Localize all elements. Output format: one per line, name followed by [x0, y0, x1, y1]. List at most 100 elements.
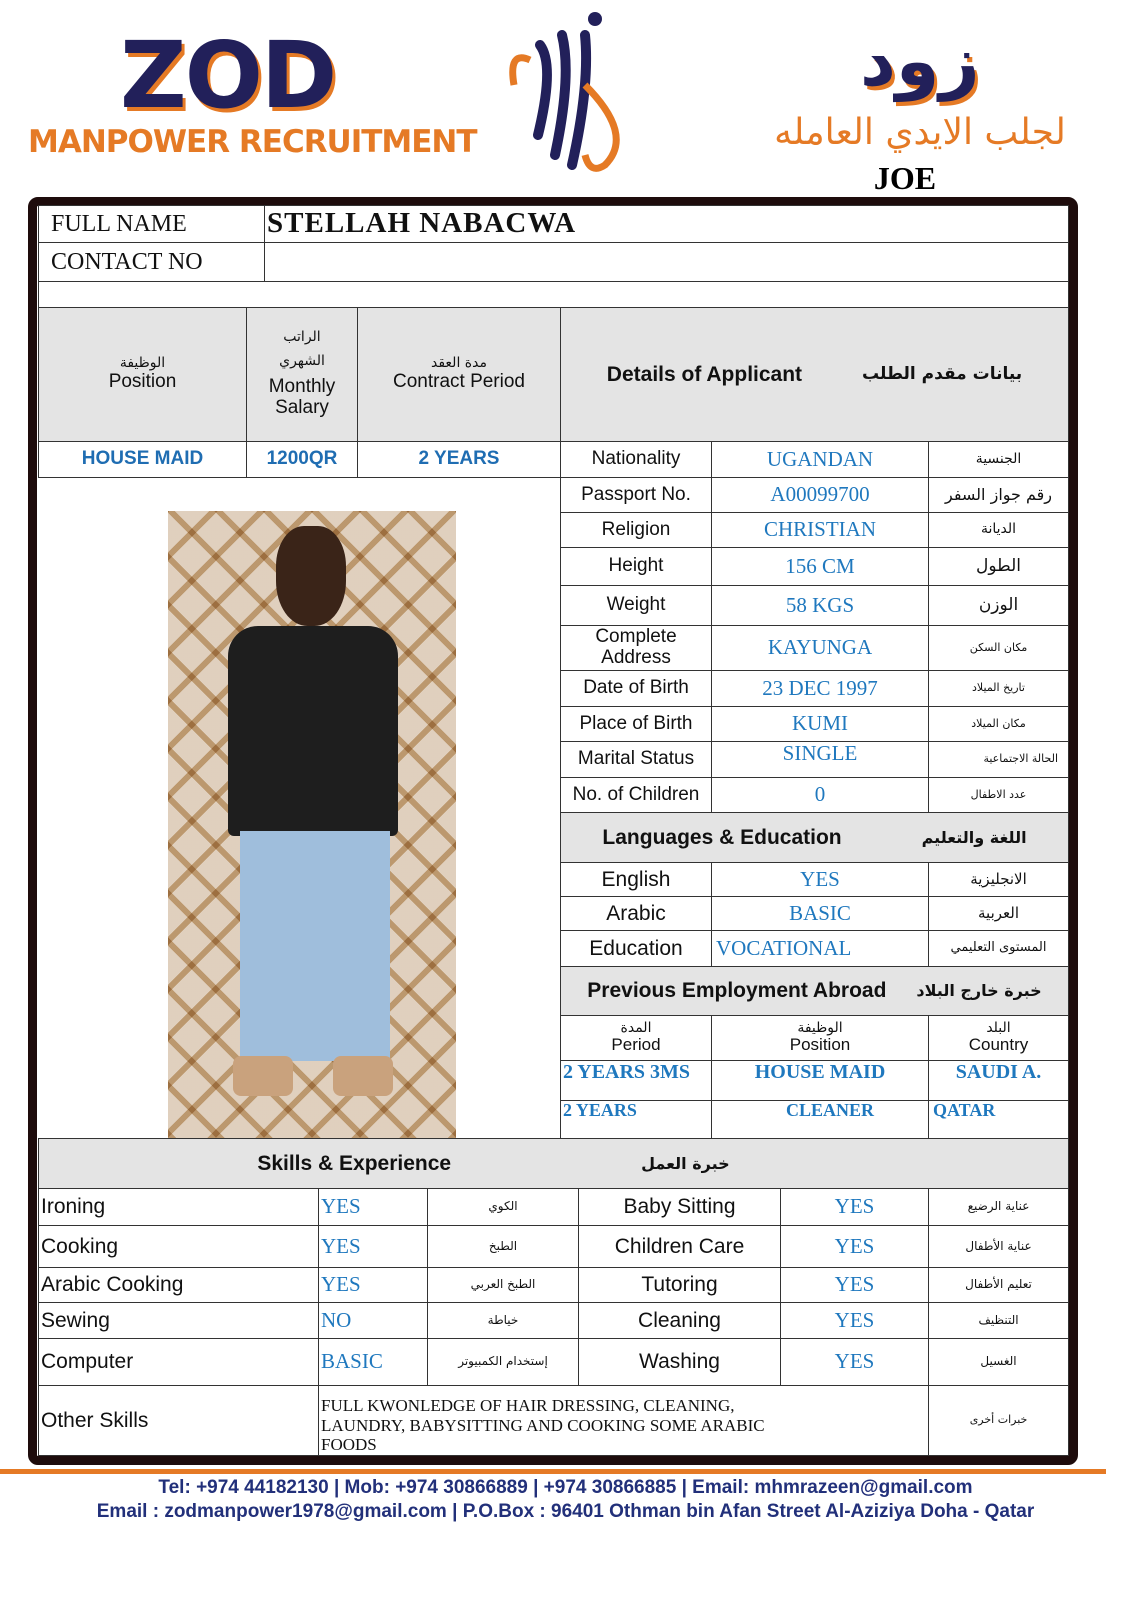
col-en: Period	[611, 1035, 661, 1055]
skill-label: Cooking	[38, 1225, 319, 1268]
skills-title: Skills & Experience	[257, 1151, 452, 1175]
employment-col-country: البلد Country	[928, 1015, 1069, 1061]
skill-label-ar: إستخدام الكمبيوتر	[427, 1338, 579, 1386]
skill-value: YES	[780, 1302, 929, 1339]
detail-value: CHRISTIAN	[711, 512, 929, 548]
detail-label-ar: مكان الميلاد	[928, 706, 1069, 742]
footer-address-line: Email : zodmanpower1978@gmail.com | P.O.…	[96, 1501, 1035, 1522]
skill-value: YES	[780, 1267, 929, 1303]
skill-label: Tutoring	[578, 1267, 781, 1303]
contact-value	[264, 242, 1069, 282]
skill-label-ar: التنظيف	[928, 1302, 1069, 1339]
skill-label: Baby Sitting	[578, 1188, 781, 1226]
language-value: YES	[711, 862, 929, 897]
logo-emblem-icon	[509, 12, 620, 172]
detail-value: A00099700	[711, 477, 929, 513]
employment-country: SAUDI A.	[928, 1060, 1069, 1101]
employment-country: QATAR	[928, 1100, 1069, 1139]
languages-header: Languages & Education اللغة والتعليم	[560, 812, 1069, 863]
language-label-ar: الانجليزية	[928, 862, 1069, 897]
employment-header: Previous Employment Abroad خبرة خارج الب…	[560, 966, 1069, 1016]
contract-header-en: Contract Period	[392, 370, 525, 392]
detail-label-ar: الجنسية	[928, 441, 1069, 478]
detail-label-ar: الديانة	[928, 512, 1069, 548]
skill-value: YES	[780, 1188, 929, 1226]
language-label: Education	[560, 930, 712, 967]
language-label: English	[560, 862, 712, 897]
contract-header-ar: مدة العقد	[431, 355, 487, 372]
skill-label-ar: تعليم الأطفال	[928, 1267, 1069, 1303]
employment-title: Previous Employment Abroad	[587, 979, 887, 1003]
footer-divider	[0, 1469, 1106, 1474]
details-title-ar: بيانات مقدم الطلب	[862, 364, 1023, 385]
applicant-photo	[168, 511, 456, 1138]
detail-label-ar: الحالة الاجتماعية	[928, 741, 1069, 778]
skill-value: YES	[318, 1188, 429, 1226]
language-value: VOCATIONAL	[711, 930, 929, 967]
detail-value: 156 CM	[711, 547, 929, 586]
detail-label: Nationality	[560, 441, 712, 478]
skills-title-ar: خبرة العمل	[641, 1153, 730, 1173]
position-header-ar: الوظيفة	[119, 355, 166, 372]
skill-label-ar: خياطة	[427, 1302, 579, 1339]
other-skills-label-ar: خبرات أخرى	[928, 1385, 1069, 1456]
spacer-row	[38, 281, 1069, 308]
salary-header-en: Monthly Salary	[268, 376, 336, 418]
skill-label-ar: الغسيل	[928, 1338, 1069, 1386]
other-skills-value: FULL KWONLEDGE OF HAIR DRESSING, CLEANIN…	[318, 1385, 929, 1456]
employment-position: CLEANER	[711, 1100, 929, 1139]
skill-value: YES	[318, 1225, 429, 1268]
employment-period: 2 YEARS	[560, 1100, 712, 1139]
detail-label: Date of Birth	[560, 670, 712, 707]
details-header: Details of Applicant بيانات مقدم الطلب	[560, 307, 1069, 442]
languages-title: Languages & Education	[602, 825, 842, 849]
col-ar: المدة	[620, 1019, 652, 1036]
col-en: Position	[789, 1035, 851, 1055]
logo-arabic: زود	[860, 20, 980, 102]
skill-value: BASIC	[318, 1338, 429, 1386]
detail-label: Marital Status	[560, 741, 712, 778]
employment-position: HOUSE MAID	[711, 1060, 929, 1101]
position-value: HOUSE MAID	[38, 441, 247, 478]
full-name-label: FULL NAME	[38, 205, 265, 243]
skill-value: YES	[780, 1338, 929, 1386]
skills-header: Skills & Experience خبرة العمل	[38, 1138, 1069, 1189]
contact-label: CONTACT NO	[38, 242, 265, 282]
detail-value: 58 KGS	[711, 585, 929, 626]
skill-label: Cleaning	[578, 1302, 781, 1339]
salary-header-ar1: الراتب	[283, 329, 321, 346]
position-header: الوظيفة Position	[38, 307, 247, 442]
detail-label: Height	[560, 547, 712, 586]
employment-title-ar: خبرة خارج البلاد	[916, 981, 1042, 1001]
skill-value: YES	[318, 1267, 429, 1303]
employment-col-period: المدة Period	[560, 1015, 712, 1061]
skill-label-ar: الطبخ	[427, 1225, 579, 1268]
salary-value: 1200QR	[246, 441, 358, 478]
skill-label-ar: عناية الأطفال	[928, 1225, 1069, 1268]
full-name-value: STELLAH NABACWA	[264, 205, 1069, 243]
detail-label-ar: الوزن	[928, 585, 1069, 626]
detail-label: No. of Children	[560, 777, 712, 813]
language-label-ar: المستوى التعليمي	[928, 930, 1069, 967]
cv-frame	[28, 197, 1078, 1465]
language-value: BASIC	[711, 896, 929, 931]
detail-label: Religion	[560, 512, 712, 548]
language-label: Arabic	[560, 896, 712, 931]
detail-label-ar: مكان السكن	[928, 625, 1069, 671]
salary-header: الراتب الشهري Monthly Salary	[246, 307, 358, 442]
employment-period: 2 YEARS 3MS	[560, 1060, 712, 1101]
other-skills-label: Other Skills	[38, 1385, 319, 1456]
skill-label: Arabic Cooking	[38, 1267, 319, 1303]
detail-label: Passport No.	[560, 477, 712, 513]
col-en: Country	[968, 1035, 1029, 1055]
detail-label-ar: عدد الاطفال	[928, 777, 1069, 813]
skill-label: Washing	[578, 1338, 781, 1386]
detail-label-ar: الطول	[928, 547, 1069, 586]
detail-label: Place of Birth	[560, 706, 712, 742]
skill-label: Sewing	[38, 1302, 319, 1339]
detail-value: 0	[711, 777, 929, 813]
detail-label: Complete Address	[560, 625, 712, 671]
employment-col-position: الوظيفة Position	[711, 1015, 929, 1061]
detail-value: UGANDAN	[711, 441, 929, 478]
detail-value: KUMI	[711, 706, 929, 742]
